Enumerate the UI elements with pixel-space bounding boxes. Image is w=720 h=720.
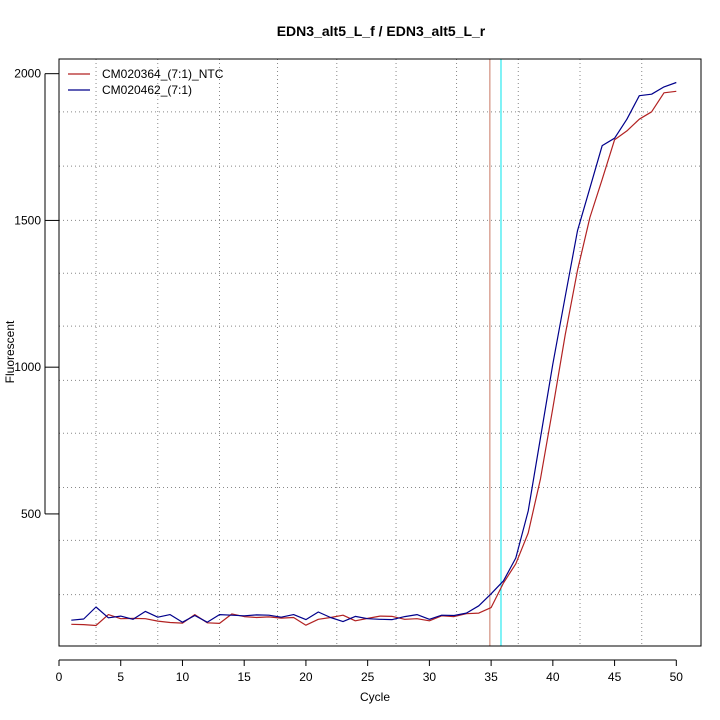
x-tick-label-8: 40	[546, 670, 560, 684]
chart-title: EDN3_alt5_L_f / EDN3_alt5_L_r	[277, 23, 486, 39]
y-axis-label: Fluorescent	[3, 320, 17, 383]
legend-label-0: CM020364_(7:1)_NTC	[102, 67, 224, 81]
series-line-0	[71, 90, 677, 627]
x-tick-label-6: 30	[423, 670, 437, 684]
legend: CM020364_(7:1)_NTC CM020462_(7:1)	[68, 67, 224, 97]
x-tick-label-5: 25	[361, 670, 375, 684]
y-tick-label-3: 2000	[14, 67, 41, 81]
plot-frame	[58, 58, 702, 647]
x-axis: 0 5 10 15 20 25 30 35 40 45 50	[56, 659, 684, 684]
x-tick-label-3: 15	[238, 670, 252, 684]
x-tick-label-2: 10	[176, 670, 190, 684]
x-tick-label-1: 5	[117, 670, 124, 684]
x-tick-label-0: 0	[56, 670, 63, 684]
x-axis-label: Cycle	[360, 690, 390, 704]
x-tick-label-7: 35	[484, 670, 498, 684]
y-tick-label-1: 1000	[14, 360, 41, 374]
series-lines	[71, 81, 677, 627]
y-tick-label-0: 500	[21, 507, 41, 521]
legend-label-1: CM020462_(7:1)	[102, 83, 192, 97]
y-axis: 500 1000 1500 2000	[14, 67, 59, 521]
x-tick-label-4: 20	[299, 670, 313, 684]
x-tick-label-9: 45	[608, 670, 622, 684]
series-line-1	[71, 81, 677, 623]
threshold-lines	[489, 59, 502, 646]
y-tick-label-2: 1500	[14, 213, 41, 227]
x-tick-label-10: 50	[670, 670, 684, 684]
grid-lines	[59, 59, 701, 646]
